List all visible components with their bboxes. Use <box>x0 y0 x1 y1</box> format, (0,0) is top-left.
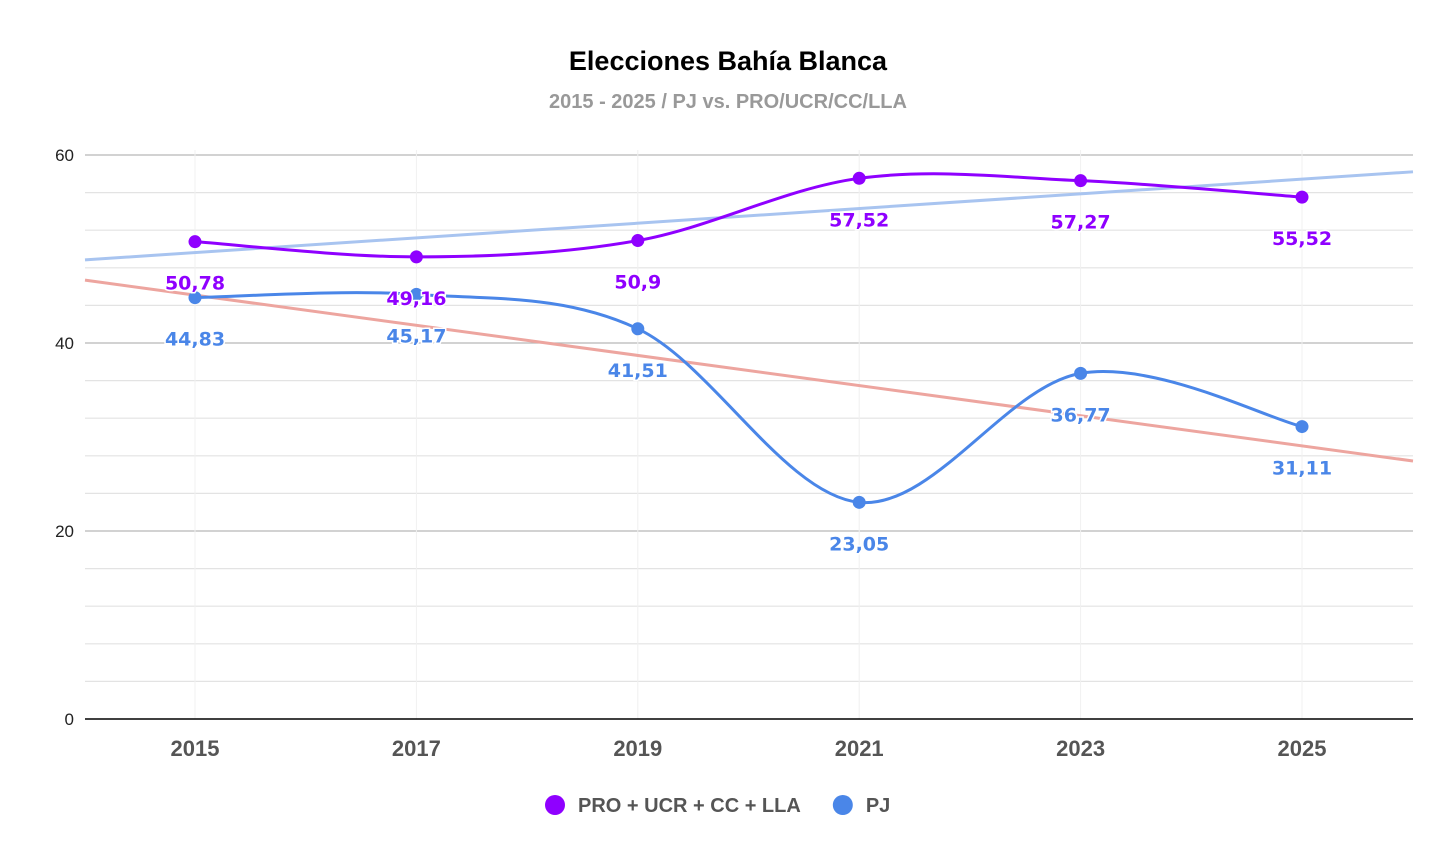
x-tick-label: 2015 <box>171 736 220 761</box>
chart-title: Elecciones Bahía Blanca <box>569 46 888 76</box>
gridlines <box>85 150 1413 720</box>
x-axis: 2015 2017 2019 2021 2023 2025 <box>171 736 1327 761</box>
data-label-pj: 36,77 <box>1051 404 1111 426</box>
trendlines <box>84 170 1414 463</box>
data-label-pro-ucr-cc-lla: 50,9 <box>614 272 661 294</box>
data-point-pj[interactable] <box>852 495 866 509</box>
legend-marker-icon <box>545 795 565 815</box>
data-label-pro-ucr-cc-lla: 50,78 <box>165 273 225 295</box>
data-label-pj: 41,51 <box>608 360 668 382</box>
data-label-pj: 45,17 <box>386 325 446 347</box>
data-label-pro-ucr-cc-lla: 57,27 <box>1051 212 1111 234</box>
legend-marker-icon <box>832 795 853 815</box>
data-point-pj[interactable] <box>409 287 423 301</box>
series-group <box>188 171 1309 509</box>
legend-label: PJ <box>866 795 890 817</box>
trendline-pro-ucr-cc-lla <box>84 170 1414 262</box>
y-tick-label: 20 <box>55 522 74 541</box>
y-tick-label: 40 <box>55 334 74 353</box>
y-tick-label: 0 <box>65 710 74 729</box>
trendline-pj <box>84 278 1414 463</box>
legend-label: PRO + UCR + CC + LLA <box>578 795 801 817</box>
data-label-pro-ucr-cc-lla: 57,52 <box>829 209 889 231</box>
x-tick-label: 2019 <box>613 736 662 761</box>
legend: PRO + UCR + CC + LLA PJ <box>545 795 890 817</box>
data-point-pro-ucr-cc-lla[interactable] <box>631 234 645 248</box>
legend-item-pro-ucr-cc-lla[interactable]: PRO + UCR + CC + LLA <box>545 795 801 817</box>
data-point-pj[interactable] <box>188 291 202 305</box>
data-label-pj: 23,05 <box>829 533 889 555</box>
data-label-pro-ucr-cc-lla: 49,16 <box>386 288 446 310</box>
data-point-pj[interactable] <box>1295 420 1309 434</box>
x-tick-label: 2023 <box>1056 736 1105 761</box>
data-point-pro-ucr-cc-lla[interactable] <box>852 171 866 185</box>
series-line-pro-ucr-cc-lla <box>194 172 1303 259</box>
data-point-pro-ucr-cc-lla[interactable] <box>409 250 423 264</box>
chart-subtitle: 2015 - 2025 / PJ vs. PRO/UCR/CC/LLA <box>549 91 907 113</box>
data-point-pj[interactable] <box>631 322 645 336</box>
data-point-pj[interactable] <box>1074 366 1088 380</box>
data-labels: 50,78 49,16 50,9 57,52 57,27 55,52 44,83 45,17 4… <box>163 208 1333 557</box>
x-tick-label: 2025 <box>1278 736 1327 761</box>
x-tick-label: 2017 <box>392 736 441 761</box>
series-line-pj <box>194 291 1303 504</box>
data-label-pj: 31,11 <box>1272 458 1332 480</box>
x-tick-label: 2021 <box>835 736 884 761</box>
legend-item-pj[interactable]: PJ <box>832 795 890 817</box>
data-point-pro-ucr-cc-lla[interactable] <box>1295 190 1309 204</box>
y-axis: 0 20 40 60 <box>55 146 74 729</box>
data-label-pro-ucr-cc-lla: 55,52 <box>1272 228 1332 250</box>
data-label-pj: 44,83 <box>165 329 225 351</box>
y-tick-label: 60 <box>55 146 74 165</box>
data-point-pro-ucr-cc-lla[interactable] <box>188 235 202 249</box>
data-point-pro-ucr-cc-lla[interactable] <box>1074 174 1088 188</box>
